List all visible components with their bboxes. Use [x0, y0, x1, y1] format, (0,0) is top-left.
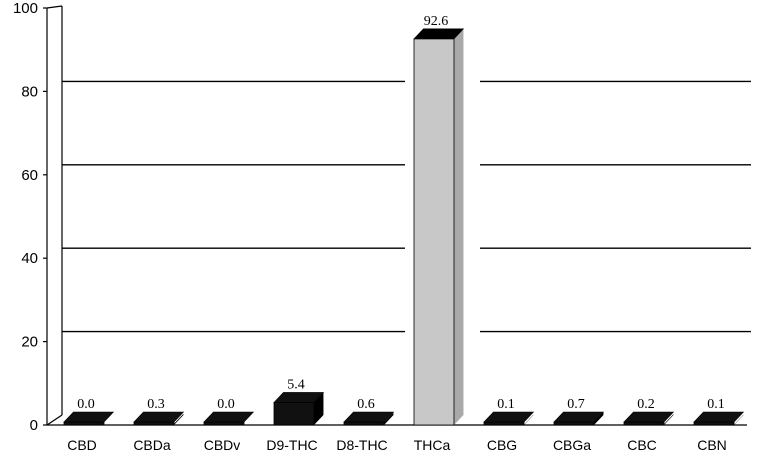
y-tick-label: 20: [21, 334, 38, 351]
data-label-CBDv: 0.0: [217, 397, 235, 412]
category-label-CBDv: CBDv: [204, 437, 241, 453]
data-label-CBDa: 0.3: [147, 397, 165, 412]
bar-top-CBC: [623, 411, 675, 423]
category-label-CBDa: CBDa: [133, 437, 171, 453]
data-label-CBC: 0.2: [637, 397, 655, 412]
bar-side-CBC: [664, 414, 674, 425]
data-label-CBGa: 0.7: [567, 397, 585, 412]
bar-side-THCa: [454, 28, 464, 425]
wall-top-edge: [46, 5, 63, 9]
bar-D8-THC: [343, 421, 385, 426]
category-label-CBG: CBG: [487, 437, 517, 453]
bar-CBDa: [133, 421, 175, 426]
bar-top-CBD: [63, 411, 115, 423]
bar-top-D8-THC: [343, 411, 395, 423]
y-tick-label: 0: [30, 417, 38, 434]
category-labels: CBD CBDa CBDv D9-THC D8-THC THCa CBG CBGa CBC CBN: [67, 437, 727, 453]
category-label-CBGa: CBGa: [553, 437, 591, 453]
bar-top-CBDa: [133, 411, 185, 423]
bar-top-D9-THC: [273, 392, 325, 403]
bar-CBN: [693, 421, 735, 426]
y-tick-label: 80: [21, 83, 38, 100]
y-tick-label: 60: [21, 167, 38, 184]
axes: [43, 5, 747, 426]
data-label-D8-THC: 0.6: [357, 397, 375, 412]
category-label-CBC: CBC: [627, 437, 657, 453]
bars: [63, 28, 745, 426]
category-label-THCa: THCa: [414, 437, 451, 453]
data-label-CBG: 0.1: [497, 397, 515, 412]
bar-side-CBGa: [594, 412, 604, 425]
y-tick-label: 40: [21, 250, 38, 267]
bar-CBG: [483, 421, 525, 426]
data-label-CBN: 0.1: [707, 397, 725, 412]
bar-top-CBG: [483, 411, 535, 423]
bar-top-CBDv: [203, 411, 255, 423]
bar-CBC: [623, 421, 665, 426]
y-tick-label: 100: [13, 0, 38, 17]
y-axis-ticks: 0 20 40 60 80 100: [13, 0, 38, 434]
bar-CBD: [63, 421, 105, 426]
bar-THCa: [413, 38, 455, 426]
bar-top-CBGa: [553, 411, 605, 423]
data-labels: 0.0 0.3 0.0 5.4 0.6 92.6 0.1 0.7 0.2 0.1: [77, 14, 725, 412]
category-label-D8-THC: D8-THC: [336, 437, 387, 453]
category-label-D9-THC: D9-THC: [266, 437, 317, 453]
bar-side-D9-THC: [314, 392, 324, 425]
bar-top-THCa: [413, 28, 465, 40]
category-label-CBD: CBD: [67, 437, 97, 453]
bar-CBGa: [553, 421, 595, 426]
floor-edge: [46, 414, 63, 426]
data-label-CBD: 0.0: [77, 397, 95, 412]
bar-side-CBN: [734, 414, 744, 425]
data-label-D9-THC: 5.4: [287, 377, 305, 392]
data-label-THCa: 92.6: [424, 14, 449, 29]
bar-side-CBG: [524, 414, 534, 425]
bar-CBDv: [203, 421, 245, 426]
bar-side-CBDa: [174, 413, 184, 425]
bar-top-CBN: [693, 411, 745, 423]
category-label-CBN: CBN: [697, 437, 727, 453]
bar-D9-THC: [273, 402, 315, 426]
bar-side-D8-THC: [384, 412, 394, 425]
gridlines: [62, 80, 751, 333]
